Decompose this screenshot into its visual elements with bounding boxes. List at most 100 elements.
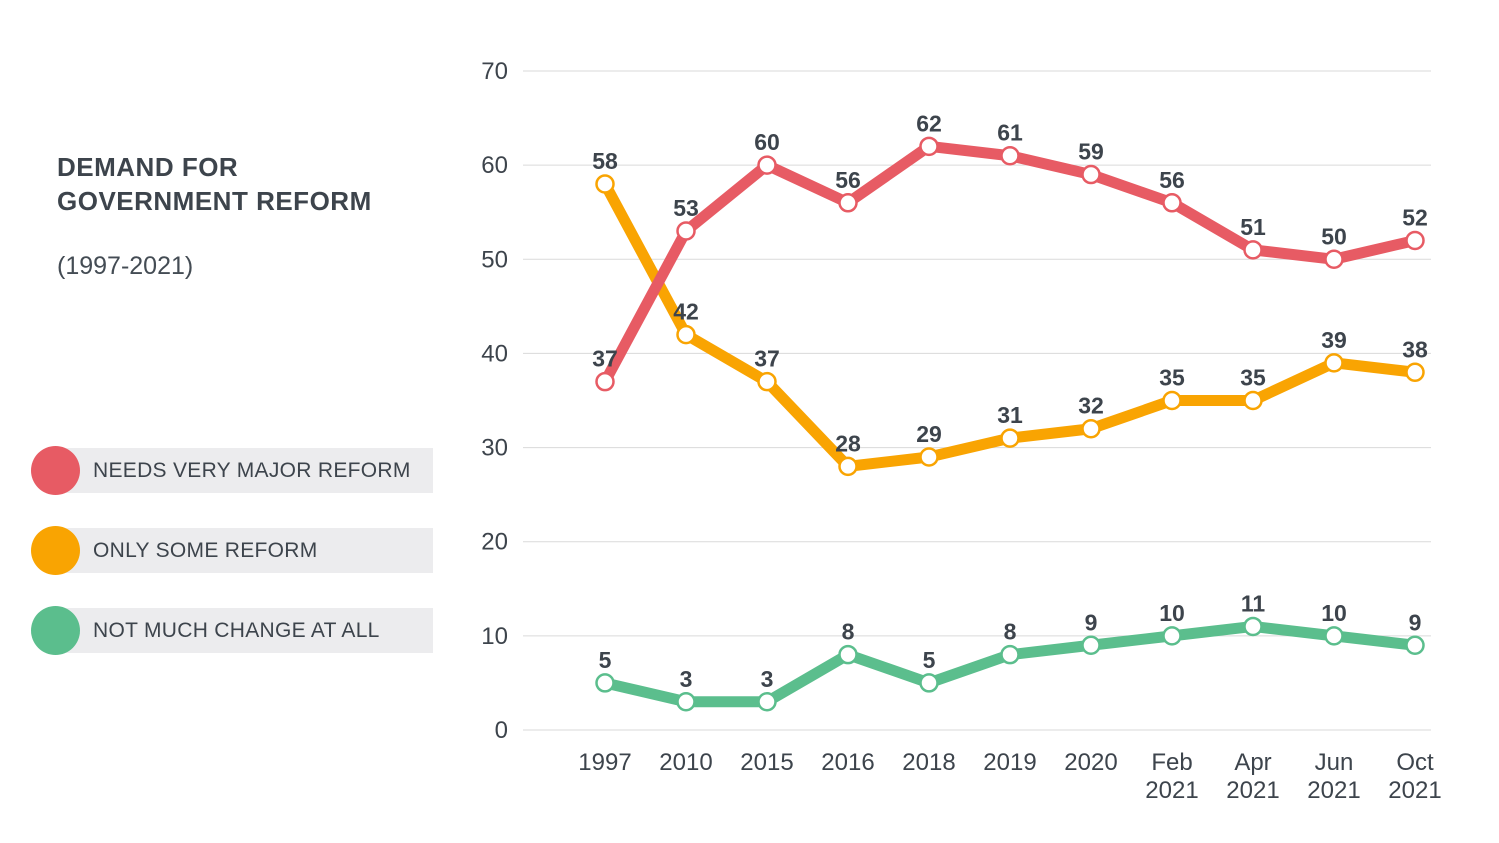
data-point-marker xyxy=(1405,635,1425,656)
data-point-marker xyxy=(595,371,615,392)
data-point-marker xyxy=(1081,164,1101,185)
data-label: 59 xyxy=(1078,139,1104,165)
y-tick-label-70: 70 xyxy=(481,58,508,85)
x-axis-label: Apr 2021 xyxy=(1226,749,1279,804)
data-point-marker xyxy=(1243,240,1263,260)
data-point-marker xyxy=(595,673,615,693)
data-label: 29 xyxy=(916,421,942,447)
chart-title-line1: DEMAND FOR xyxy=(57,152,239,182)
x-axis-label: Jun 2021 xyxy=(1307,749,1360,804)
y-tick-label-50: 50 xyxy=(481,246,508,273)
series-line-0 xyxy=(599,140,1421,388)
data-label: 32 xyxy=(1078,393,1104,419)
data-point-marker xyxy=(1162,193,1182,213)
data-point-marker xyxy=(919,673,939,693)
x-axis-label: 2018 xyxy=(902,749,955,776)
data-point-marker xyxy=(838,644,858,665)
y-tick-label-40: 40 xyxy=(481,340,508,367)
legend-item-needs-very-major-reform: NEEDS VERY MAJOR REFORM xyxy=(31,446,433,495)
data-label: 39 xyxy=(1321,327,1347,353)
data-label: 28 xyxy=(835,430,861,456)
data-point-marker xyxy=(1405,230,1425,251)
data-label: 52 xyxy=(1402,204,1428,230)
data-point-marker xyxy=(838,193,858,213)
data-label: 35 xyxy=(1240,365,1266,391)
data-label: 3 xyxy=(761,666,774,692)
data-point-marker xyxy=(676,324,696,345)
data-label: 9 xyxy=(1085,609,1098,635)
legend-item-only-some-reform: ONLY SOME REFORM xyxy=(31,526,433,575)
chart-title-line2: GOVERNMENT REFORM xyxy=(57,186,372,216)
data-point-marker xyxy=(676,692,696,712)
data-label: 9 xyxy=(1409,609,1422,635)
data-label: 5 xyxy=(923,647,936,673)
data-label: 5 xyxy=(599,647,612,673)
data-label: 42 xyxy=(673,299,699,325)
legend-swatch-red-circle-icon xyxy=(31,446,80,495)
legend-swatch-orange-circle-icon xyxy=(31,526,80,575)
legend-swatch-green-circle-icon xyxy=(31,606,80,655)
x-axis-label: 2015 xyxy=(740,749,793,776)
data-point-marker xyxy=(1081,418,1101,439)
data-label: 37 xyxy=(592,346,618,372)
data-point-marker xyxy=(1243,390,1263,411)
x-axis-label: 1997 xyxy=(578,749,631,776)
data-label: 56 xyxy=(835,167,861,193)
data-label: 62 xyxy=(916,110,942,136)
data-point-marker xyxy=(676,221,696,241)
data-point-marker xyxy=(1324,249,1344,270)
data-label: 50 xyxy=(1321,223,1347,249)
data-label: 31 xyxy=(997,402,1023,428)
data-point-marker xyxy=(1000,644,1020,665)
data-label: 53 xyxy=(673,195,699,221)
x-axis-label: 2016 xyxy=(821,749,874,776)
data-label: 37 xyxy=(754,346,780,372)
data-point-marker xyxy=(838,456,858,477)
data-point-marker xyxy=(919,447,939,467)
legend-label-not-much-change: NOT MUCH CHANGE AT ALL xyxy=(50,608,433,653)
y-tick-label-30: 30 xyxy=(481,435,508,462)
y-tick-label-20: 20 xyxy=(481,529,508,556)
y-tick-label-10: 10 xyxy=(481,623,508,650)
data-label: 11 xyxy=(1241,590,1266,616)
x-axis-label: 2010 xyxy=(659,749,712,776)
data-label: 8 xyxy=(1004,619,1017,645)
y-tick-label-60: 60 xyxy=(481,152,508,179)
data-label: 58 xyxy=(592,148,618,174)
data-point-marker xyxy=(1000,428,1020,448)
y-tick-label-0: 0 xyxy=(495,717,508,744)
data-label: 38 xyxy=(1402,336,1428,362)
data-label: 10 xyxy=(1321,600,1347,626)
data-point-marker xyxy=(757,692,777,712)
data-label: 10 xyxy=(1159,600,1185,626)
data-point-marker xyxy=(1324,353,1344,373)
legend-item-not-much-change: NOT MUCH CHANGE AT ALL xyxy=(31,606,433,655)
chart-title: DEMAND FOR GOVERNMENT REFORM xyxy=(57,150,372,218)
data-point-marker xyxy=(1324,626,1344,646)
data-label: 8 xyxy=(842,619,855,645)
data-label: 61 xyxy=(997,120,1023,146)
data-label: 56 xyxy=(1159,167,1185,193)
data-label: 51 xyxy=(1240,214,1266,240)
legend-label-needs-very-major-reform: NEEDS VERY MAJOR REFORM xyxy=(50,448,433,493)
data-point-marker xyxy=(1405,362,1425,383)
data-point-marker xyxy=(1081,635,1101,656)
data-point-marker xyxy=(595,174,615,194)
data-label: 35 xyxy=(1159,365,1185,391)
data-point-marker xyxy=(1162,390,1182,411)
data-label: 60 xyxy=(754,129,780,155)
legend-label-only-some-reform: ONLY SOME REFORM xyxy=(50,528,433,573)
data-label: 3 xyxy=(680,666,693,692)
data-point-marker xyxy=(919,136,939,157)
data-point-marker xyxy=(1162,626,1182,646)
chart-subtitle: (1997-2021) xyxy=(57,252,194,280)
x-axis-label: 2019 xyxy=(983,749,1036,776)
data-point-marker xyxy=(757,155,777,175)
x-axis-label: Feb 2021 xyxy=(1145,749,1198,804)
x-axis-label: Oct 2021 xyxy=(1388,749,1441,804)
data-point-marker xyxy=(1243,616,1263,637)
data-point-marker xyxy=(1000,145,1020,166)
data-point-marker xyxy=(757,371,777,392)
